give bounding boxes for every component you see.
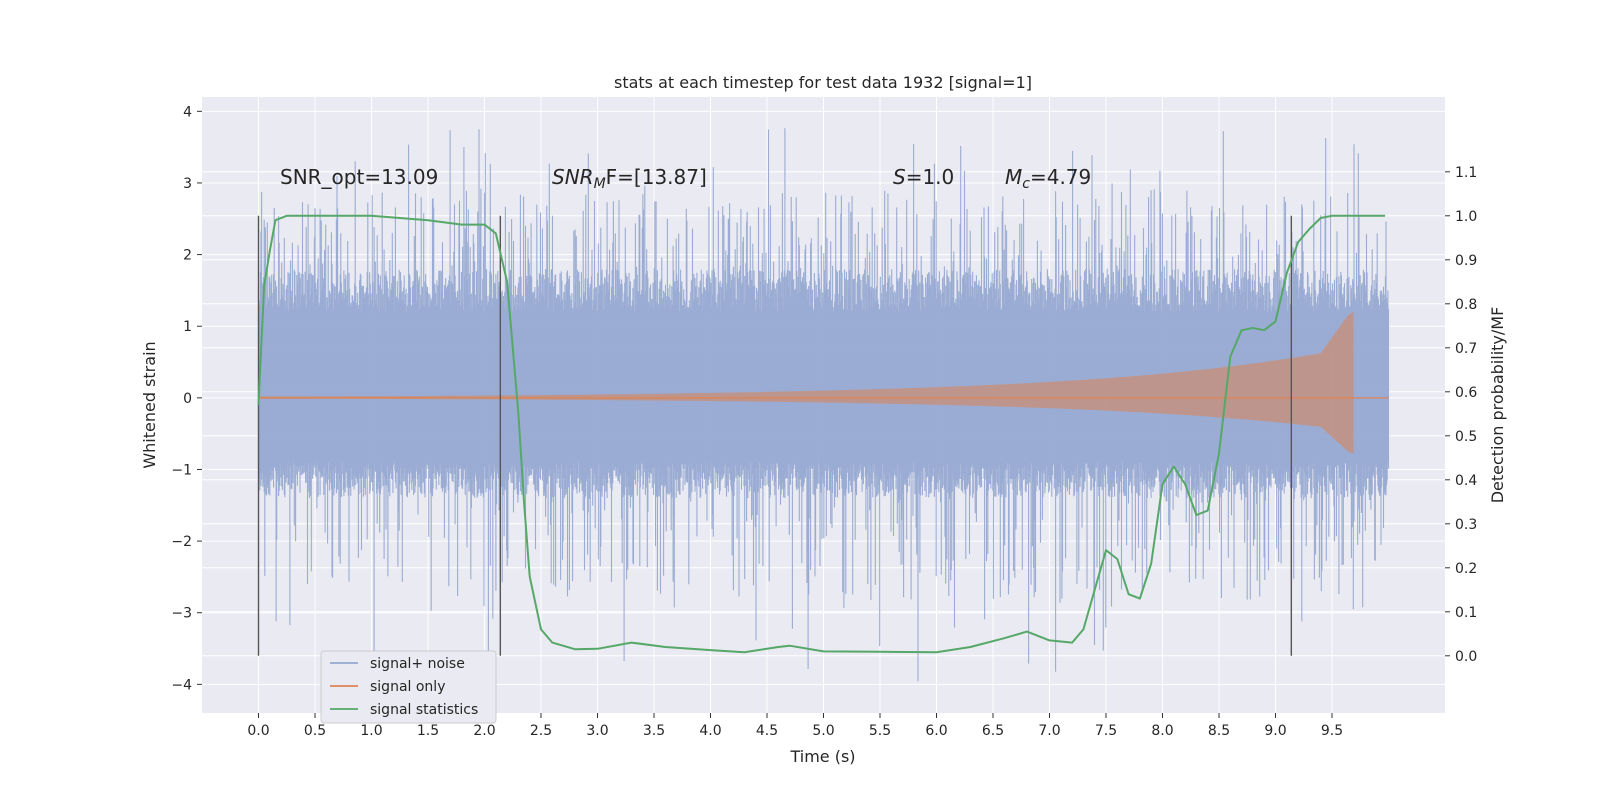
annotation-mc-rest: =4.79	[1030, 165, 1091, 189]
x-tick-label: 7.0	[1038, 723, 1060, 739]
legend-label-signal-plus-noise: signal+ noise	[370, 656, 465, 672]
y-tick-label: 1	[183, 319, 192, 335]
x-tick-label: 3.5	[643, 723, 665, 739]
x-tick-label: 0.5	[304, 723, 326, 739]
x-tick-label: 6.5	[982, 723, 1004, 739]
x-tick-label: 1.0	[360, 723, 382, 739]
series-signal-only	[258, 311, 1389, 454]
y2-tick-label: 0.9	[1455, 253, 1477, 269]
annotation-s: S=1.0	[893, 165, 954, 189]
x-tick-label: 5.5	[869, 723, 891, 739]
annotation-snr-mf-base: SNR	[552, 165, 594, 189]
annotation-mc-sub: c	[1022, 176, 1030, 192]
x-tick-label: 3.0	[586, 723, 608, 739]
legend: signal+ noise signal only signal statist…	[320, 650, 497, 724]
x-tick-label: 7.5	[1095, 723, 1117, 739]
x-tick-label: 1.5	[417, 723, 439, 739]
x-tick-label: 9.5	[1321, 723, 1343, 739]
x-tick-label: 0.0	[247, 723, 269, 739]
y2-tick-label: 0.8	[1455, 297, 1477, 313]
x-tick-label: 8.0	[1151, 723, 1173, 739]
x-axis-label: Time (s)	[789, 747, 855, 766]
y2-axis-ticks: 1.1 1.0 0.9 0.8 0.7 0.6 0.5 0.4 0.3 0.2 0.1 0.0	[1445, 165, 1477, 665]
chart-title: stats at each timestep for test data 193…	[614, 73, 1032, 92]
y-axis-ticks: 4 3 2 1 0 −1 −2 −3 −4	[171, 104, 202, 693]
x-tick-label: 5.0	[812, 723, 834, 739]
y-tick-label: −1	[171, 462, 192, 478]
y-tick-label: −2	[171, 534, 192, 550]
y2-tick-label: 0.7	[1455, 341, 1477, 357]
annotation-snr-mf: SNRMF=[13.87]	[552, 165, 707, 192]
x-tick-label: 2.5	[530, 723, 552, 739]
y2-tick-label: 0.5	[1455, 429, 1477, 445]
y2-tick-label: 0.2	[1455, 561, 1477, 577]
annotation-mc: Mc=4.79	[1005, 165, 1091, 192]
annotation-mc-base: M	[1005, 165, 1022, 189]
x-tick-label: 4.5	[756, 723, 778, 739]
x-tick-label: 4.0	[699, 723, 721, 739]
y-tick-label: −4	[171, 677, 192, 693]
y2-tick-label: 1.1	[1455, 165, 1477, 181]
annotation-snr-opt: SNR_opt=13.09	[280, 165, 438, 189]
x-tick-label: 8.5	[1208, 723, 1230, 739]
y2-tick-label: 0.4	[1455, 473, 1477, 489]
y2-tick-label: 0.3	[1455, 517, 1477, 533]
y-tick-label: 4	[183, 104, 192, 120]
legend-label-signal-statistics: signal statistics	[370, 702, 478, 718]
y-tick-label: 0	[183, 391, 192, 407]
y-axis-label: Whitened strain	[140, 341, 159, 468]
y2-axis-label: Detection probability/MF	[1488, 307, 1507, 504]
statistics-line	[257, 214, 1386, 654]
annotation-s-rest: =1.0	[906, 165, 955, 189]
y-tick-label: 2	[183, 248, 192, 264]
annotation-s-var: S	[893, 165, 906, 189]
annotation-snr-mf-sub: M	[594, 176, 606, 192]
x-tick-label: 6.0	[925, 723, 947, 739]
y2-tick-label: 1.0	[1455, 209, 1477, 225]
legend-label-signal-only: signal only	[370, 679, 445, 695]
chirp-band	[258, 311, 1354, 454]
y2-tick-label: 0.6	[1455, 385, 1477, 401]
y2-tick-label: 0.1	[1455, 605, 1477, 621]
series-signal-statistics	[257, 214, 1386, 654]
y-tick-label: −3	[171, 606, 192, 622]
annotation-snr-mf-rest: F=[13.87]	[606, 165, 707, 189]
x-tick-label: 2.0	[473, 723, 495, 739]
y-tick-label: 3	[183, 176, 192, 192]
vertical-markers	[257, 215, 1293, 656]
legend-box	[320, 650, 497, 724]
x-axis-ticks: 0.0 0.5 1.0 1.5 2.0 2.5 3.0 3.5 4.0 4.5 5.0 5.5 6.0 6…	[247, 713, 1343, 739]
x-tick-label: 9.0	[1264, 723, 1286, 739]
y2-tick-label: 0.0	[1455, 649, 1477, 665]
